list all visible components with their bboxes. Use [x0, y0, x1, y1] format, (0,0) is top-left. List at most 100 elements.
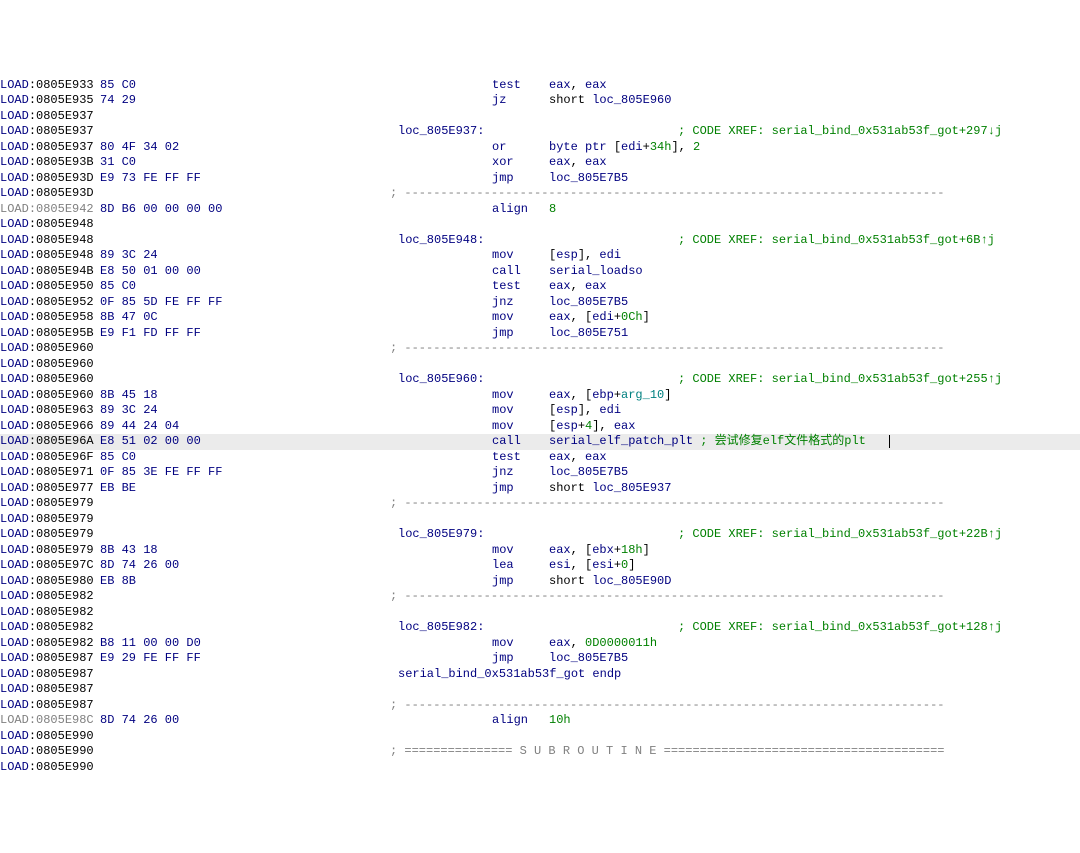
disasm-line[interactable]: LOAD:0805E9710F 85 3E FE FF FFjnzloc_805…	[0, 465, 1080, 481]
disasm-line[interactable]: LOAD:0805E990	[0, 729, 1080, 745]
opcode-bytes: 80 4F 34 02	[100, 140, 179, 156]
segment-name: LOAD	[0, 295, 29, 309]
address-column: LOAD:0805E94B	[0, 264, 94, 280]
xref-comment[interactable]: ; CODE XREF: serial_bind_0x531ab53f_got+…	[678, 620, 1002, 636]
segment-name: LOAD	[0, 558, 29, 572]
address-column: LOAD:0805E93B	[0, 155, 94, 171]
disasm-line[interactable]: LOAD:0805E93DE9 73 FE FF FFjmploc_805E7B…	[0, 171, 1080, 187]
address-column: LOAD:0805E960	[0, 388, 94, 404]
disasm-line[interactable]: LOAD:0805E987serial_bind_0x531ab53f_got …	[0, 667, 1080, 683]
disasm-line[interactable]: LOAD:0805E9798B 43 18moveax, [ebx+18h]	[0, 543, 1080, 559]
address: :0805E958	[29, 310, 94, 324]
disasm-line[interactable]: LOAD:0805E987; -------------------------…	[0, 698, 1080, 714]
segment-name: LOAD	[0, 124, 29, 138]
disasm-line[interactable]: LOAD:0805E96689 44 24 04mov[esp+4], eax	[0, 419, 1080, 435]
disasm-line[interactable]: LOAD:0805E979loc_805E979:; CODE XREF: se…	[0, 527, 1080, 543]
disasm-line[interactable]: LOAD:0805E980EB 8Bjmpshort loc_805E90D	[0, 574, 1080, 590]
disasm-line[interactable]: LOAD:0805E937loc_805E937:; CODE XREF: se…	[0, 124, 1080, 140]
disasm-line[interactable]: LOAD:0805E937	[0, 109, 1080, 125]
disasm-line[interactable]: LOAD:0805E979	[0, 512, 1080, 528]
disasm-line[interactable]: LOAD:0805E982B8 11 00 00 D0moveax, 0D000…	[0, 636, 1080, 652]
disasm-line[interactable]: LOAD:0805E982loc_805E982:; CODE XREF: se…	[0, 620, 1080, 636]
disasm-line[interactable]: LOAD:0805E95BE9 F1 FD FF FFjmploc_805E75…	[0, 326, 1080, 342]
mnemonic: call	[492, 264, 521, 280]
location-label[interactable]: loc_805E982:	[398, 620, 484, 636]
opcode-bytes: 89 44 24 04	[100, 419, 179, 435]
disasm-line[interactable]: LOAD:0805E979; -------------------------…	[0, 496, 1080, 512]
xref-comment[interactable]: ; CODE XREF: serial_bind_0x531ab53f_got+…	[678, 372, 1002, 388]
disassembly-listing[interactable]: LOAD:0805E93385 C0testeax, eaxLOAD:0805E…	[0, 78, 1080, 776]
disasm-line[interactable]: LOAD:0805E990	[0, 760, 1080, 776]
xref-comment[interactable]: ; CODE XREF: serial_bind_0x531ab53f_got+…	[678, 233, 995, 249]
location-label[interactable]: loc_805E960:	[398, 372, 484, 388]
disasm-line[interactable]: LOAD:0805E9428D B6 00 00 00 00align8	[0, 202, 1080, 218]
opcode-bytes: 0F 85 5D FE FF FF	[100, 295, 222, 311]
location-label[interactable]: loc_805E937:	[398, 124, 484, 140]
address-column: LOAD:0805E990	[0, 744, 94, 760]
opcode-bytes: EB BE	[100, 481, 136, 497]
address-column: LOAD:0805E935	[0, 93, 94, 109]
address-column: LOAD:0805E942	[0, 202, 94, 218]
address: :0805E990	[29, 744, 94, 758]
address: :0805E977	[29, 481, 94, 495]
disasm-line[interactable]: LOAD:0805E982	[0, 605, 1080, 621]
address: :0805E935	[29, 93, 94, 107]
mnemonic: call	[492, 434, 521, 450]
operands: loc_805E7B5	[549, 295, 628, 311]
opcode-bytes: 89 3C 24	[100, 248, 158, 264]
disasm-line[interactable]: LOAD:0805E9520F 85 5D FE FF FFjnzloc_805…	[0, 295, 1080, 311]
address: :0805E95B	[29, 326, 94, 340]
disasm-line[interactable]: LOAD:0805E977EB BEjmpshort loc_805E937	[0, 481, 1080, 497]
segment-name: LOAD	[0, 605, 29, 619]
location-label[interactable]: loc_805E948:	[398, 233, 484, 249]
xref-comment[interactable]: ; CODE XREF: serial_bind_0x531ab53f_got+…	[678, 124, 1002, 140]
disasm-line[interactable]: LOAD:0805E982; -------------------------…	[0, 589, 1080, 605]
disasm-line[interactable]: LOAD:0805E987E9 29 FE FF FFjmploc_805E7B…	[0, 651, 1080, 667]
disasm-line[interactable]: LOAD:0805E93574 29jzshort loc_805E960	[0, 93, 1080, 109]
segment-name: LOAD	[0, 388, 29, 402]
segment-name: LOAD	[0, 481, 29, 495]
address: :0805E987	[29, 682, 94, 696]
operands: loc_805E7B5	[549, 465, 628, 481]
disasm-line[interactable]: LOAD:0805E9608B 45 18moveax, [ebp+arg_10…	[0, 388, 1080, 404]
disasm-line[interactable]: LOAD:0805E990; =============== S U B R O…	[0, 744, 1080, 760]
operands: [esp+4], eax	[549, 419, 635, 435]
mnemonic: jmp	[492, 651, 514, 667]
mnemonic: jmp	[492, 574, 514, 590]
opcode-bytes: E8 50 01 00 00	[100, 264, 201, 280]
disasm-line[interactable]: LOAD:0805E96AE8 51 02 00 00callserial_el…	[0, 434, 1080, 450]
operands: 8	[549, 202, 556, 218]
disasm-line[interactable]: LOAD:0805E960loc_805E960:; CODE XREF: se…	[0, 372, 1080, 388]
address: :0805E937	[29, 109, 94, 123]
disasm-line[interactable]: LOAD:0805E987	[0, 682, 1080, 698]
address-column: LOAD:0805E937	[0, 140, 94, 156]
location-label[interactable]: loc_805E979:	[398, 527, 484, 543]
address: :0805E980	[29, 574, 94, 588]
disasm-line[interactable]: LOAD:0805E948	[0, 217, 1080, 233]
opcode-bytes: 8D 74 26 00	[100, 713, 179, 729]
disasm-line[interactable]: LOAD:0805E94BE8 50 01 00 00callserial_lo…	[0, 264, 1080, 280]
segment-name: LOAD	[0, 372, 29, 386]
disasm-line[interactable]: LOAD:0805E93B31 C0xoreax, eax	[0, 155, 1080, 171]
disasm-line[interactable]: LOAD:0805E948loc_805E948:; CODE XREF: se…	[0, 233, 1080, 249]
disasm-line[interactable]: LOAD:0805E960; -------------------------…	[0, 341, 1080, 357]
xref-comment[interactable]: ; CODE XREF: serial_bind_0x531ab53f_got+…	[678, 527, 1002, 543]
opcode-bytes: 85 C0	[100, 450, 136, 466]
disasm-line[interactable]: LOAD:0805E96389 3C 24mov[esp], edi	[0, 403, 1080, 419]
address-column: LOAD:0805E987	[0, 698, 94, 714]
disasm-line[interactable]: LOAD:0805E95085 C0testeax, eax	[0, 279, 1080, 295]
disasm-line[interactable]: LOAD:0805E98C8D 74 26 00align10h	[0, 713, 1080, 729]
disasm-line[interactable]: LOAD:0805E96F85 C0testeax, eax	[0, 450, 1080, 466]
address-column: LOAD:0805E960	[0, 357, 94, 373]
disasm-line[interactable]: LOAD:0805E94889 3C 24mov[esp], edi	[0, 248, 1080, 264]
disasm-line[interactable]: LOAD:0805E93780 4F 34 02orbyte ptr [edi+…	[0, 140, 1080, 156]
operands: eax, [ebp+arg_10]	[549, 388, 671, 404]
segment-name: LOAD	[0, 698, 29, 712]
segment-name: LOAD	[0, 574, 29, 588]
disasm-line[interactable]: LOAD:0805E93385 C0testeax, eax	[0, 78, 1080, 94]
disasm-line[interactable]: LOAD:0805E960	[0, 357, 1080, 373]
disasm-line[interactable]: LOAD:0805E97C8D 74 26 00leaesi, [esi+0]	[0, 558, 1080, 574]
disasm-line[interactable]: LOAD:0805E93D; -------------------------…	[0, 186, 1080, 202]
disasm-line[interactable]: LOAD:0805E9588B 47 0Cmoveax, [edi+0Ch]	[0, 310, 1080, 326]
segment-name: LOAD	[0, 682, 29, 696]
